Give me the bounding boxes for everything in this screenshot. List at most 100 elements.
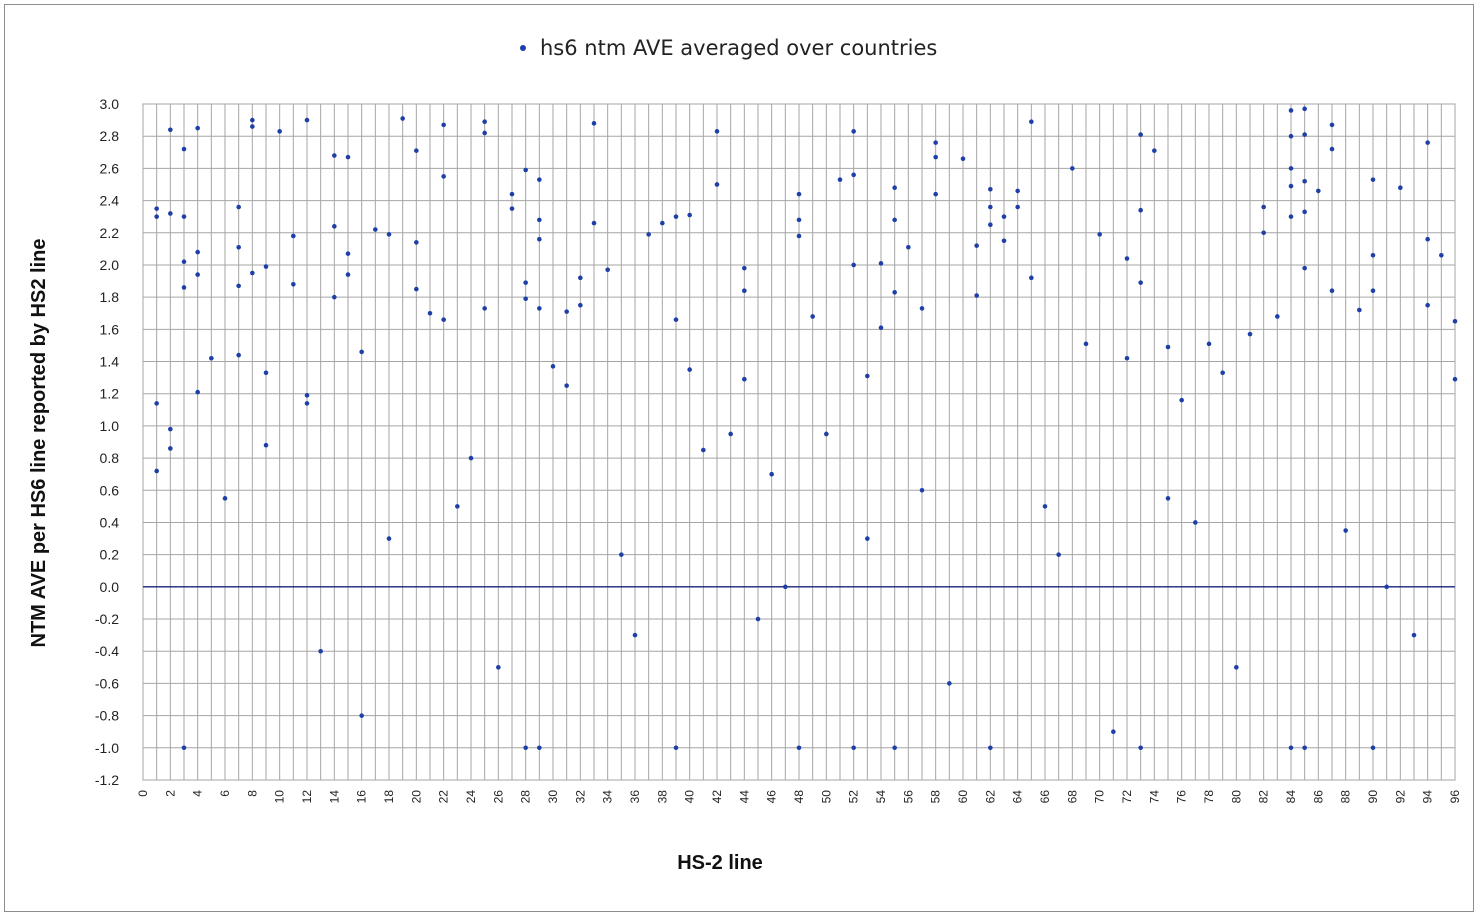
data-point (728, 431, 733, 437)
x-tick-label: 26 (491, 790, 505, 804)
y-tick-label: -1.0 (95, 740, 119, 756)
x-tick-label: 68 (1065, 790, 1079, 804)
data-point (345, 251, 351, 256)
data-point (1001, 238, 1007, 244)
data-point (537, 177, 542, 182)
data-point (851, 745, 856, 751)
data-point (154, 401, 159, 406)
data-point (1357, 307, 1362, 313)
x-tick-label: 54 (874, 790, 888, 804)
data-point (359, 349, 364, 355)
data-point (359, 713, 364, 718)
data-point (1288, 745, 1294, 751)
legend: hs6 ntm AVE averaged over countries (520, 32, 937, 64)
x-tick-label: 38 (655, 790, 669, 804)
data-point (878, 261, 884, 266)
x-axis-label: HS-2 line (677, 852, 763, 874)
data-point (195, 389, 200, 395)
data-point (1247, 331, 1253, 337)
data-point (523, 745, 528, 751)
data-point (769, 471, 774, 477)
legend-marker (520, 45, 526, 51)
data-point (1001, 214, 1007, 219)
data-point (878, 325, 884, 331)
x-tick-label: 76 (1175, 790, 1189, 804)
data-point (168, 426, 173, 432)
x-tick-label: 28 (519, 790, 533, 804)
y-tick-label: 2.0 (100, 257, 120, 273)
data-point (1056, 552, 1061, 557)
x-tick-label: 30 (546, 790, 560, 804)
x-tick-label: 86 (1311, 790, 1325, 804)
data-point (1288, 214, 1294, 219)
data-point (181, 214, 187, 219)
data-point (1302, 265, 1307, 271)
x-tick-label: 90 (1366, 790, 1380, 804)
data-point (1329, 288, 1335, 294)
x-tick-label: 96 (1448, 790, 1462, 804)
data-point (181, 146, 187, 152)
data-point (250, 270, 255, 276)
data-point (687, 212, 692, 218)
data-point (1015, 188, 1020, 194)
x-tick-label: 56 (901, 790, 915, 804)
data-point (154, 206, 159, 211)
data-point (796, 191, 802, 197)
data-point (414, 148, 419, 153)
data-point (1288, 183, 1294, 189)
data-point (482, 306, 487, 311)
data-point (1179, 397, 1184, 403)
data-point (988, 204, 993, 210)
data-point (1070, 166, 1075, 171)
data-point (1029, 275, 1034, 281)
x-tick-label: 82 (1257, 790, 1271, 804)
data-point (1152, 148, 1157, 153)
data-point (960, 156, 966, 162)
data-point (304, 117, 310, 123)
x-tick-label: 6 (218, 790, 232, 797)
y-tick-label: 2.2 (100, 225, 120, 241)
data-point (537, 745, 542, 751)
data-point (605, 267, 610, 273)
x-tick-label: 66 (1038, 790, 1052, 804)
data-point (1329, 146, 1335, 152)
data-point (400, 116, 405, 121)
data-point (1384, 584, 1389, 590)
y-tick-label: 1.8 (100, 289, 120, 305)
y-tick-label: 1.2 (100, 386, 120, 402)
data-point (1452, 318, 1458, 324)
data-point (1302, 178, 1307, 184)
data-point (550, 364, 556, 369)
data-point (660, 220, 665, 226)
x-tick-label: 18 (382, 790, 396, 804)
data-point (755, 616, 761, 622)
data-point (632, 632, 638, 638)
x-tick-label: 78 (1202, 790, 1216, 804)
y-tick-label: 0.8 (100, 450, 120, 466)
x-tick-label: 92 (1393, 790, 1407, 804)
y-tick-label: 0.0 (100, 579, 120, 595)
data-point (181, 259, 187, 265)
data-point (851, 129, 856, 134)
data-point (318, 648, 323, 654)
data-point (345, 272, 351, 277)
data-point (263, 264, 269, 269)
data-point (154, 214, 159, 219)
data-point (892, 217, 897, 223)
x-tick-label: 88 (1339, 790, 1353, 804)
y-tick-label: -0.2 (95, 611, 119, 627)
data-point (933, 191, 938, 197)
data-point (291, 233, 296, 239)
y-axis-label: NTM AVE per HS6 line reported by HS2 lin… (28, 238, 50, 648)
data-point (1261, 204, 1266, 210)
data-point (181, 745, 187, 751)
data-point (373, 227, 378, 232)
data-point (742, 288, 747, 294)
data-point (1083, 341, 1089, 347)
data-point (646, 232, 651, 237)
data-points (154, 106, 1458, 751)
data-point (865, 536, 870, 541)
data-point (304, 393, 310, 398)
data-point (1220, 370, 1225, 376)
x-tick-label: 80 (1229, 790, 1243, 804)
